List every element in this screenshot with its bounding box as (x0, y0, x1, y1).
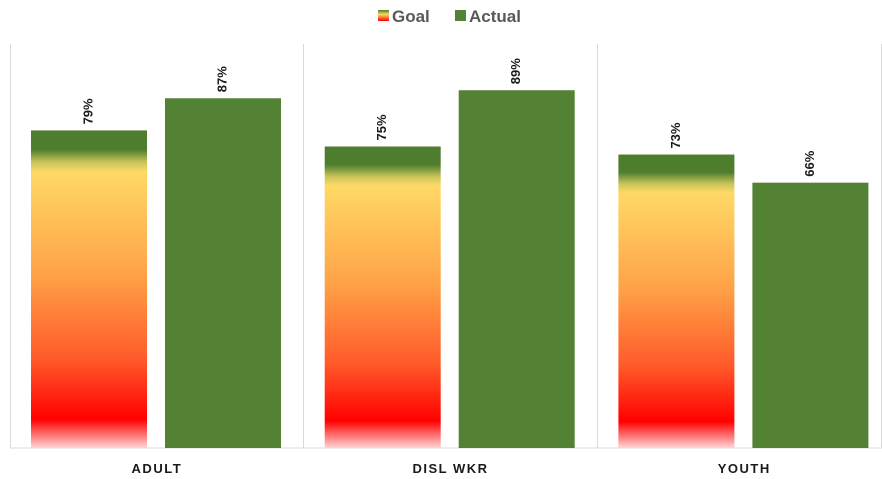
legend-swatch-actual (455, 10, 466, 21)
legend-swatch-goal (378, 10, 389, 21)
bar-actual-adult (165, 98, 281, 448)
legend-label-actual: Actual (469, 7, 521, 26)
legend: Goal Actual (378, 7, 521, 26)
bar-goal-youth (618, 154, 735, 449)
category-label-youth: YOUTH (718, 461, 771, 476)
bar-actual-youth (752, 182, 869, 448)
category-label-disl-wkr: DISL WKR (413, 461, 489, 476)
data-label-goal-youth: 73% (668, 122, 683, 148)
category-label-adult: ADULT (132, 461, 183, 476)
data-label-actual-disl-wkr: 89% (508, 58, 523, 84)
bar-goal-adult (31, 130, 147, 449)
plot-area: 79% 87% ADULT 75% 89% DISL WKR 73% 66% YOUTH (10, 44, 882, 476)
data-label-actual-adult: 87% (214, 66, 229, 92)
data-label-goal-disl-wkr: 75% (374, 114, 389, 140)
bar-actual-disl-wkr (458, 90, 575, 448)
data-label-goal-adult: 79% (80, 98, 95, 124)
data-label-actual-youth: 66% (802, 150, 817, 176)
legend-label-goal: Goal (392, 7, 430, 26)
bar-goal-disl-wkr (324, 146, 441, 448)
